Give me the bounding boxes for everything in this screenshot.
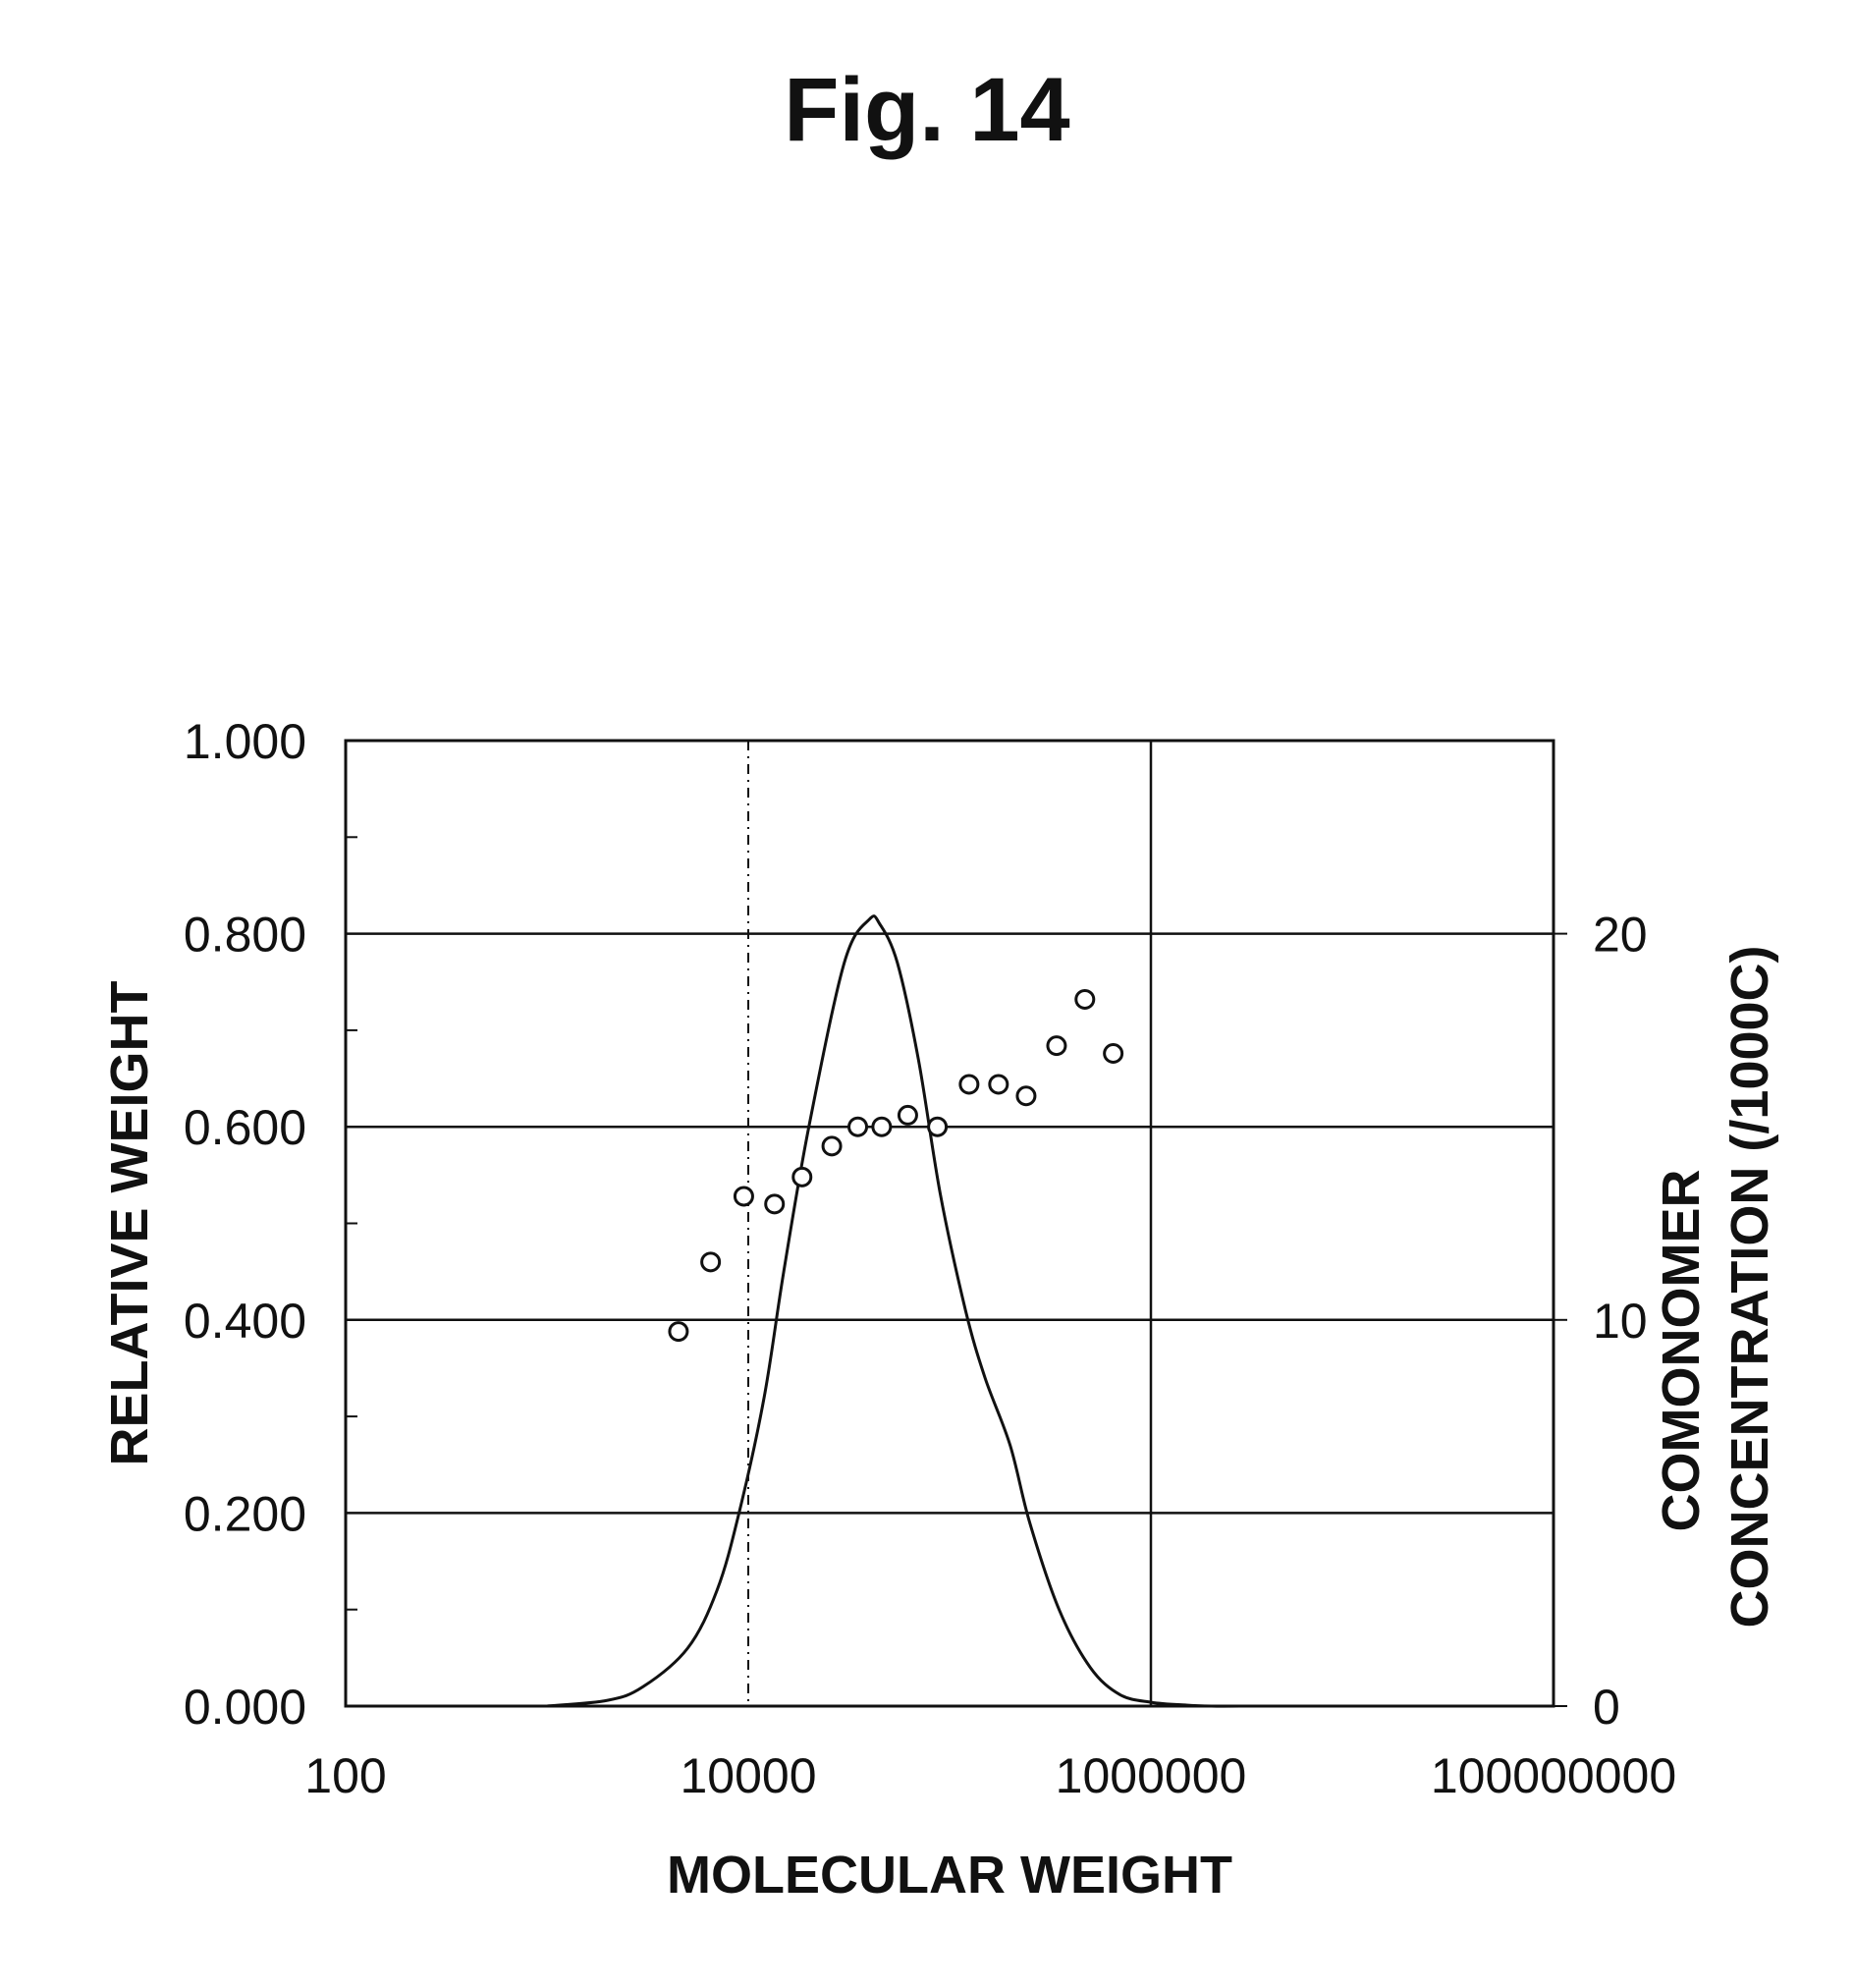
comonomer-data-point (873, 1118, 891, 1135)
y2-axis-label-line1: COMONOMER (1652, 1170, 1711, 1532)
y2-tick-label: 20 (1593, 908, 1648, 963)
y-tick-label: 0.800 (184, 908, 306, 963)
x-tick-label: 1000000 (1056, 1748, 1247, 1803)
y-axis-label: RELATIVE WEIGHT (100, 980, 159, 1465)
comonomer-data-point (793, 1168, 811, 1186)
mwd-curve-line (547, 916, 1247, 1707)
comonomer-data-point (1105, 1044, 1122, 1062)
x-axis-label: MOLECULAR WEIGHT (667, 1846, 1232, 1905)
comonomer-data-point (899, 1106, 916, 1124)
y-tick-label: 1.000 (184, 714, 306, 769)
comonomer-data-point (735, 1187, 752, 1205)
comonomer-data-point (990, 1076, 1008, 1093)
x-tick-label: 10000 (680, 1748, 816, 1803)
comonomer-data-point (1076, 990, 1094, 1008)
y-tick-label: 0.000 (184, 1680, 306, 1735)
y-tick-label: 0.400 (184, 1294, 306, 1349)
y2-tick-label: 10 (1593, 1294, 1648, 1349)
comonomer-data-point (702, 1253, 720, 1271)
y-tick-label: 0.200 (184, 1486, 306, 1541)
comonomer-data-point (929, 1118, 947, 1135)
comonomer-data-point (960, 1076, 978, 1093)
y2-tick-label: 0 (1593, 1680, 1620, 1735)
comonomer-data-point (1017, 1087, 1035, 1105)
reference-lines (748, 741, 1151, 1706)
comonomer-data-point (849, 1118, 867, 1135)
x-tick-label: 100000000 (1431, 1748, 1676, 1803)
grid-layer (346, 934, 1554, 1514)
comonomer-data-point (670, 1323, 687, 1341)
comonomer-data-point (766, 1195, 784, 1213)
labels-layer: 0.000 0.200 0.400 0.600 0.800 1.000 0 10 20 100 10… (100, 714, 1779, 1905)
y2-axis-label-line2: CONCENTRATION (/1000C) (1720, 945, 1779, 1628)
comonomer-data-point (1048, 1037, 1065, 1055)
series-layer (547, 916, 1247, 1707)
comonomer-data-point (823, 1137, 841, 1155)
y-tick-label: 0.600 (184, 1100, 306, 1155)
plot-frame (346, 741, 1554, 1706)
x-tick-label: 100 (304, 1748, 386, 1803)
